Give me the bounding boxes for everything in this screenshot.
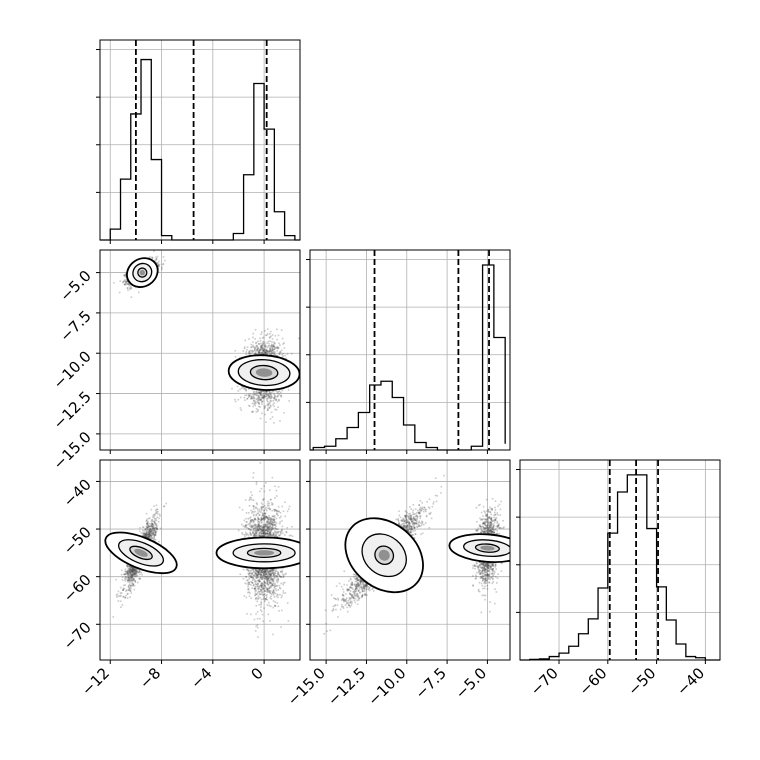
y-tick-label: −5.0 — [56, 267, 94, 305]
y-tick-label: −50 — [60, 523, 95, 558]
density-core — [480, 545, 495, 551]
scatter-frame — [99, 459, 301, 661]
x-tick-label: −40 — [673, 664, 708, 699]
x-tick-label: −12 — [78, 664, 113, 699]
density-core — [255, 368, 273, 377]
histogram-panel-1 — [306, 249, 511, 454]
x-tick-label: −50 — [624, 664, 659, 699]
density-core — [254, 550, 275, 556]
x-tick-label: −8 — [136, 664, 164, 692]
histogram-grid — [310, 250, 510, 450]
x-tick-label: 0 — [247, 664, 266, 683]
cluster-0 — [323, 474, 445, 635]
y-tick-label: −60 — [60, 571, 95, 606]
y-tick-label: −7.5 — [56, 307, 94, 345]
cluster-0 — [104, 502, 178, 618]
y-tick-label: −40 — [60, 476, 95, 511]
x-tick-label: −10.0 — [364, 664, 409, 709]
histogram-step-line — [520, 474, 720, 661]
density-core — [134, 548, 148, 557]
cluster-1 — [227, 328, 300, 424]
x-tick-label: −60 — [576, 664, 611, 699]
histogram-frame — [519, 459, 721, 661]
histogram-grid — [100, 40, 300, 240]
scatter-panel-2 — [306, 459, 511, 664]
scatter-frame — [99, 249, 301, 451]
scatter-frame — [309, 459, 511, 661]
histogram-panel-2 — [516, 459, 721, 664]
x-tick-label: −7.5 — [411, 664, 449, 702]
histogram-panel-0 — [96, 39, 301, 244]
density-core — [378, 549, 390, 561]
y-tick-label: −15.0 — [50, 428, 95, 473]
histogram-frame — [99, 39, 301, 241]
y-tick-label: −70 — [60, 618, 95, 653]
cluster-1 — [448, 497, 510, 614]
x-tick-label: −4 — [187, 664, 215, 692]
histogram-grid — [520, 460, 720, 660]
x-tick-label: −12.5 — [324, 664, 369, 709]
histogram-step-line — [100, 58, 300, 241]
y-tick-label: −10.0 — [50, 347, 95, 392]
x-tick-label: −15.0 — [284, 664, 329, 709]
y-tick-label: −12.5 — [50, 388, 95, 433]
x-tick-label: −5.0 — [452, 664, 490, 702]
density-core — [139, 269, 146, 276]
histogram-step-line — [310, 264, 506, 451]
histogram-frame — [309, 249, 511, 451]
cluster-0 — [113, 250, 166, 298]
scatter-panel-1 — [96, 459, 301, 664]
x-tick-label: −70 — [527, 664, 562, 699]
scatter-grid — [310, 460, 510, 660]
scatter-panel-0 — [96, 249, 301, 454]
cluster-1 — [215, 462, 300, 638]
